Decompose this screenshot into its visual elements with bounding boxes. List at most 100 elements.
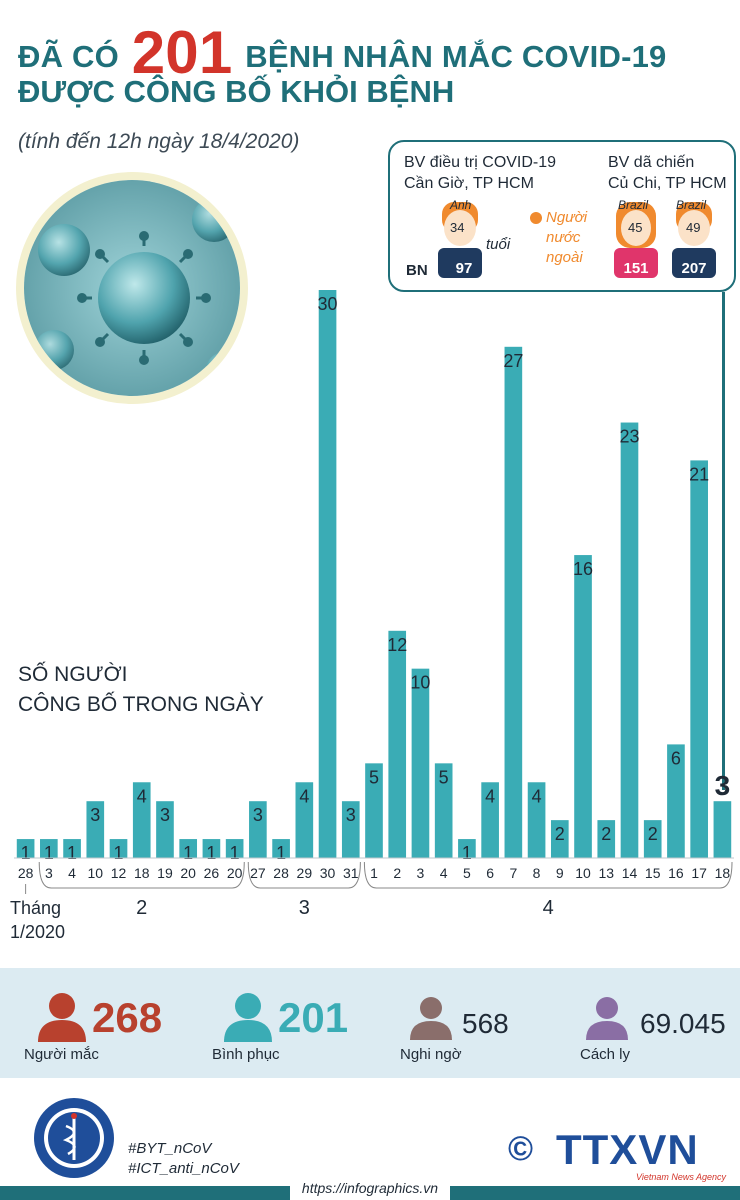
month-label: 3	[299, 897, 310, 919]
page-title-line2: ĐƯỢC CÔNG BỐ KHỎI BỆNH	[18, 74, 455, 109]
patient-97-id: 97	[455, 260, 473, 277]
bar-value-label: 3	[90, 805, 100, 825]
x-tick-label: 28	[18, 865, 34, 881]
bar	[109, 839, 128, 858]
bar-value-label: 2	[555, 824, 565, 844]
recovered-patients-callout: BV điều trị COVID-19 Cần Giờ, TP HCM BV …	[388, 140, 736, 292]
x-tick-label: 30	[320, 865, 336, 881]
stats-band: 268 Người mắc 201 Bình phục 568 Nghi ngờ…	[0, 968, 740, 1078]
bar-value-label: 4	[299, 786, 309, 806]
bar-value-label: 1	[114, 843, 124, 863]
bar-value-label: 1	[462, 843, 472, 863]
x-tick-label: 15	[645, 865, 661, 881]
foreign-line3: ngoài	[546, 249, 583, 266]
bar	[690, 460, 708, 858]
ministry-of-health-seal	[34, 1098, 114, 1178]
title-prefix: ĐÃ CÓ	[18, 39, 119, 74]
bar	[16, 839, 35, 858]
bar-value-label: 3	[346, 805, 356, 825]
bar-value-label: 27	[503, 351, 523, 371]
bar-value-label: 6	[671, 748, 681, 768]
bar-value-label: 4	[532, 786, 542, 806]
patient-97-avatar	[438, 202, 482, 278]
patient-97-age: 34	[450, 220, 465, 235]
bar	[504, 346, 523, 858]
x-tick-label: 4	[68, 865, 76, 881]
x-tick-label: 13	[598, 865, 614, 881]
bar-value-label: 1	[44, 843, 54, 863]
x-tick-label: 20	[180, 865, 196, 881]
month-label: Tháng	[10, 898, 61, 918]
bar	[411, 668, 430, 858]
month-label: 2	[136, 897, 147, 919]
bar-value-label: 30	[318, 294, 338, 314]
x-tick-label: 31	[343, 865, 359, 881]
bar	[249, 801, 267, 858]
chart-label: SỐ NGƯỜI CÔNG BỐ TRONG NGÀY	[18, 660, 264, 720]
hospital-1-line2: Cần Giờ, TP HCM	[404, 175, 534, 192]
patient-207-id: 207	[681, 260, 707, 277]
x-tick-label: 14	[622, 865, 638, 881]
stat-recovered-value: 201	[278, 994, 349, 1041]
x-tick-label: 1	[370, 865, 378, 881]
x-tick-label: 18	[715, 865, 731, 881]
bar	[481, 782, 499, 858]
month-bracket	[38, 861, 245, 889]
bar-value-label: 1	[276, 843, 286, 863]
chart-label-line2: CÔNG BỐ TRONG NGÀY	[18, 693, 264, 716]
bar	[434, 763, 453, 858]
month-label-year: 1/2020	[10, 922, 65, 942]
bar-value-label: 1	[230, 843, 240, 863]
bar	[132, 782, 151, 858]
stat-quarantine-label: Cách ly	[580, 1046, 631, 1063]
bar	[550, 820, 569, 858]
hashtag-byt: #BYT_nCoV	[128, 1140, 212, 1157]
hospital-2-line2: Củ Chi, TP HCM	[608, 175, 727, 192]
patient-207-age: 49	[686, 220, 701, 235]
bar	[179, 839, 198, 858]
x-tick-label: 26	[204, 865, 220, 881]
bar-value-label: 1	[183, 843, 193, 863]
x-tick-label: 27	[250, 865, 266, 881]
bar	[40, 839, 58, 858]
bar	[63, 839, 81, 858]
bar	[225, 839, 244, 858]
bar-value-label: 1	[21, 843, 31, 863]
footer: #BYT_nCoV #ICT_anti_nCoV © TTXVN Vietnam…	[0, 1090, 740, 1200]
bar	[341, 801, 360, 858]
patient-151-nationality: Brazil	[618, 198, 649, 212]
subtitle: (tính đến 12h ngày 18/4/2020)	[18, 130, 300, 153]
footer-url: https://infographics.vn	[290, 1176, 450, 1200]
x-tick-label: 10	[88, 865, 104, 881]
copyright-icon: ©	[508, 1130, 534, 1168]
hashtag-ict: #ICT_anti_nCoV	[128, 1160, 239, 1177]
x-tick-label: 6	[486, 865, 494, 881]
patient-151-avatar	[614, 202, 658, 278]
bar-value-label: 4	[485, 786, 495, 806]
bar-value-label: 1	[67, 843, 77, 863]
foreign-line1: Người	[546, 209, 588, 226]
person-icon	[586, 997, 628, 1040]
x-tick-label: 3	[45, 865, 53, 881]
ttxvn-logo: TTXVN	[556, 1126, 699, 1173]
bar	[272, 839, 290, 858]
stat-cases-label: Người mắc	[24, 1046, 99, 1063]
x-tick-label: 8	[533, 865, 541, 881]
title-number: 201	[131, 19, 233, 86]
ttxvn-subtitle: Vietnam News Agency	[636, 1172, 727, 1182]
bar-value-label: 3	[715, 770, 731, 801]
bar	[295, 782, 314, 858]
stat-suspected-label: Nghi ngờ	[400, 1046, 462, 1063]
x-tick-label: 12	[111, 865, 127, 881]
patient-151-id: 151	[623, 260, 649, 277]
title-suffix: BỆNH NHÂN MẮC COVID-19	[245, 39, 667, 74]
stat-cases-value: 268	[92, 994, 163, 1041]
callout-connector	[722, 292, 725, 790]
x-tick-label: 2	[393, 865, 401, 881]
foreign-legend-dot	[530, 212, 542, 224]
hospital-2-line1: BV dã chiến	[608, 154, 695, 171]
person-icon	[38, 993, 86, 1042]
bar	[667, 744, 685, 858]
x-tick-label: 3	[417, 865, 425, 881]
bar	[620, 422, 639, 858]
